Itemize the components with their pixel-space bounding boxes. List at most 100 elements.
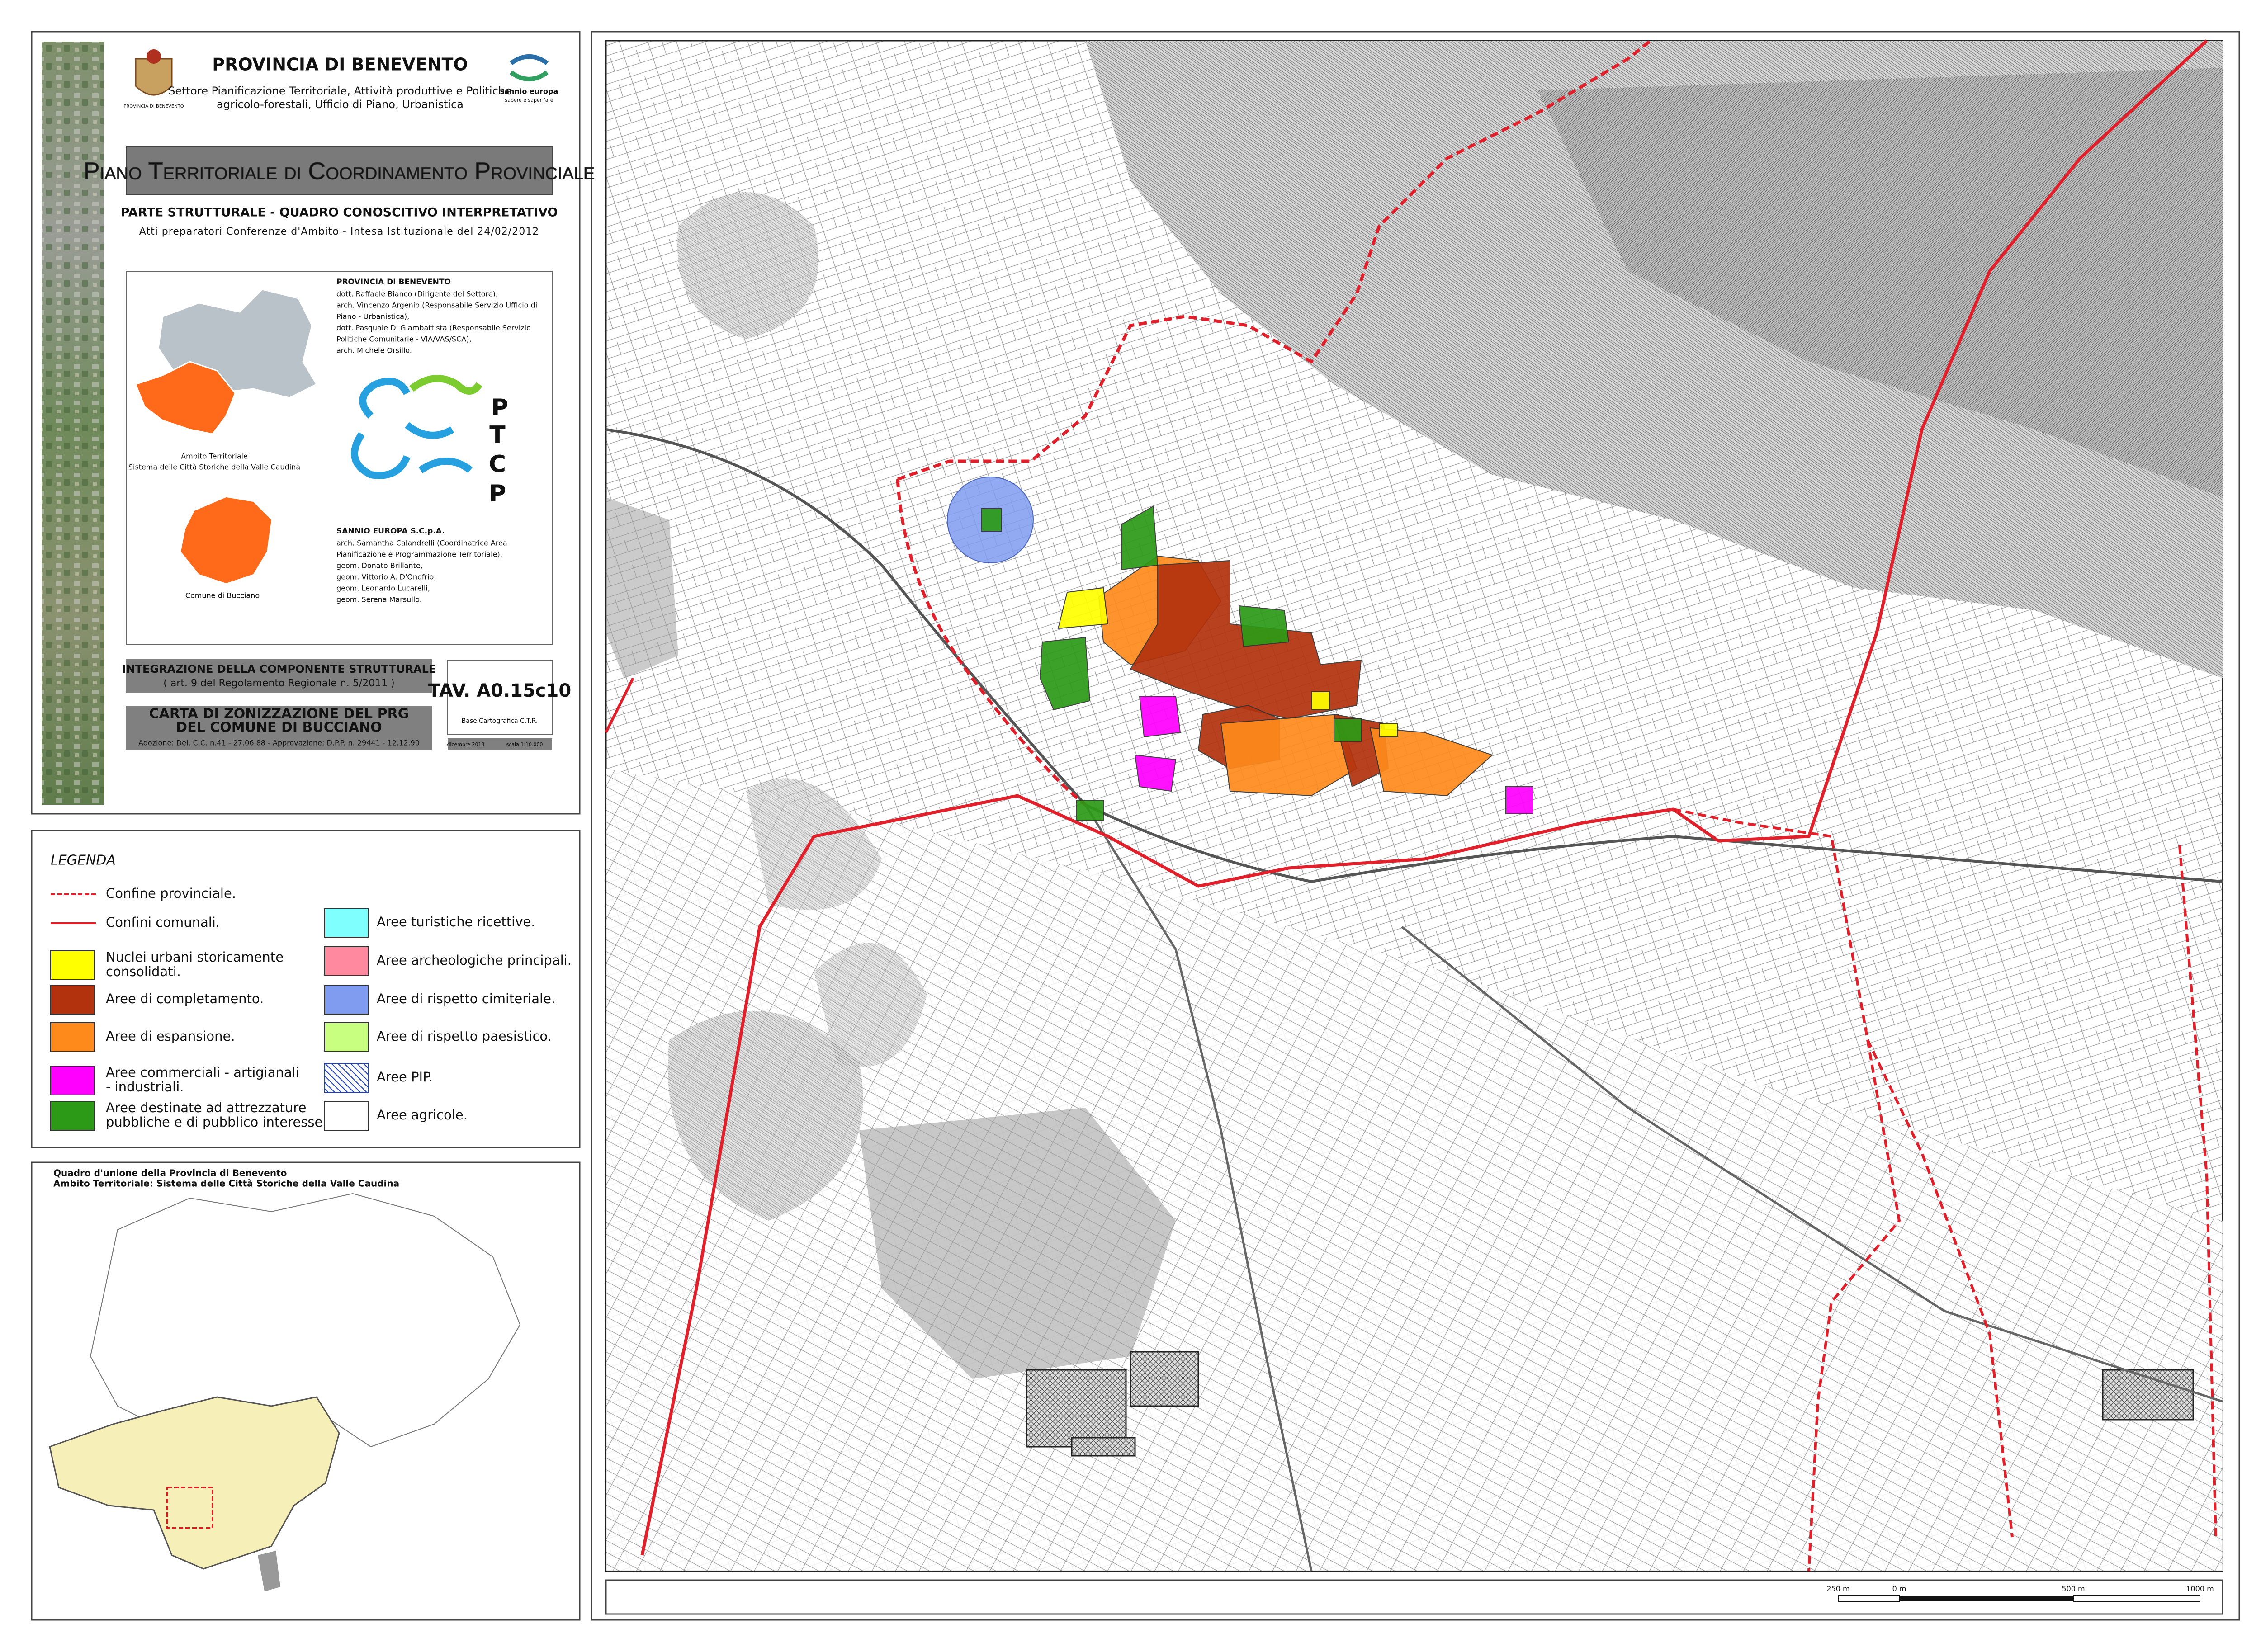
legend-label: Nuclei urbani storicamente xyxy=(106,949,284,965)
bucciano-frame xyxy=(166,1487,213,1529)
scale-label: 0 m xyxy=(1892,1585,1906,1593)
overview-title: Quadro d'unione della Provincia di Benev… xyxy=(53,1168,287,1179)
legend-swatch xyxy=(50,1022,95,1052)
map-title: CARTA DI ZONIZZAZIONE DEL PRG xyxy=(149,706,409,722)
legend-label: Aree agricole. xyxy=(377,1107,468,1123)
legend-label: Confine provinciale. xyxy=(106,886,236,901)
legend-label: pubbliche e di pubblico interesse. xyxy=(106,1114,327,1130)
legend-label: Aree di rispetto cimiteriale. xyxy=(377,991,555,1006)
zone-public xyxy=(1039,637,1091,711)
title-band xyxy=(126,146,553,195)
scale: scala 1:10.000 xyxy=(506,741,543,747)
province-outline xyxy=(90,1193,521,1448)
credits-title: SANNIO EUROPA S.C.p.A. xyxy=(336,527,445,536)
municipal-boundary xyxy=(605,677,634,733)
ambito-area xyxy=(49,1396,340,1570)
integration-note: ( art. 9 del Regolamento Regionale n. 5/… xyxy=(163,678,395,689)
legend-label: Aree turistiche ricettive. xyxy=(377,914,535,930)
ambito-shape xyxy=(135,361,236,435)
section-title: PARTE STRUTTURALE - QUADRO CONOSCITIVO I… xyxy=(121,206,558,220)
scale-bar xyxy=(1838,1595,2200,1602)
legend-panel xyxy=(31,830,581,1148)
legend-label: Aree PIP. xyxy=(377,1069,433,1085)
legend-swatch xyxy=(50,985,95,1015)
credits-line: geom. Vittorio A. D'Onofrio, xyxy=(336,573,436,581)
hill xyxy=(746,778,882,910)
zone-commercial xyxy=(1505,786,1533,814)
legend-swatch xyxy=(50,950,95,980)
credits-line: Piano - Urbanistica), xyxy=(336,312,409,321)
legend-label: Aree di completamento. xyxy=(106,991,264,1006)
credits-line: geom. Serena Marsullo. xyxy=(336,595,422,604)
town xyxy=(859,1108,1176,1379)
ambito-label: Ambito Territoriale xyxy=(181,452,248,461)
zone-expansion xyxy=(1369,727,1493,797)
credits-title: PROVINCIA DI BENEVENTO xyxy=(336,278,451,287)
integration-title: INTEGRAZIONE DELLA COMPONENTE STRUTTURAL… xyxy=(122,663,436,675)
provincial-boundary xyxy=(1673,808,1901,1572)
legend-label: Aree di rispetto paesistico. xyxy=(377,1029,552,1044)
legend-swatch xyxy=(324,1022,369,1052)
credits-line: dott. Raffaele Bianco (Dirigente del Set… xyxy=(336,290,498,298)
plan-title: Piano Territoriale di Coordinamento Prov… xyxy=(84,157,595,184)
base: Base Cartografica C.T.R. xyxy=(462,717,538,725)
road xyxy=(1084,804,1313,1572)
date-strip xyxy=(448,738,552,750)
legend-label: consolidati. xyxy=(106,964,181,979)
scale-label: 1000 m xyxy=(2186,1585,2214,1593)
legend-swatch xyxy=(324,946,369,976)
zone-historic xyxy=(1311,691,1330,710)
zone-public xyxy=(1076,800,1104,821)
legend-swatch xyxy=(50,1101,95,1131)
building xyxy=(1071,1437,1136,1457)
date: dicembre 2013 xyxy=(447,741,484,747)
zone-historic xyxy=(1057,587,1109,629)
legend-label: Aree di espansione. xyxy=(106,1029,235,1044)
zone-public xyxy=(981,508,1002,532)
legend-label: - industriali. xyxy=(106,1079,184,1095)
provincial-boundary xyxy=(2178,845,2217,1538)
legend-swatch xyxy=(324,908,369,938)
table-code: TAV. A0.15c10 xyxy=(428,680,571,701)
logo-letter: P xyxy=(491,394,508,421)
zone-public xyxy=(1334,718,1362,742)
road xyxy=(1401,926,2223,1403)
credits-line: geom. Leonardo Lucarelli, xyxy=(336,584,430,593)
zone-commercial xyxy=(1134,754,1177,792)
ptcp-logo-shape xyxy=(351,375,482,479)
partner-tagline: sapere e saper fare xyxy=(505,97,553,103)
legend-swatch xyxy=(324,1101,369,1131)
legend-title: LEGENDA xyxy=(51,853,116,868)
map xyxy=(605,39,2223,1572)
town xyxy=(606,497,678,678)
zone-historic xyxy=(1379,723,1398,737)
comune-label: Comune di Bucciano xyxy=(185,591,260,600)
aerial-photo-texture xyxy=(42,42,104,805)
provincial-boundary xyxy=(896,479,1087,806)
legend-label: Aree archeologiche principali. xyxy=(377,953,572,968)
hill xyxy=(677,192,818,339)
legend-label: Confini comunali. xyxy=(106,915,220,930)
title-box xyxy=(126,706,432,750)
zone-public xyxy=(1121,505,1159,571)
legend-swatch xyxy=(324,985,369,1015)
table-box xyxy=(447,660,553,735)
hillside-steep xyxy=(1537,68,2223,497)
organization: PROVINCIA DI BENEVENTO xyxy=(212,55,468,75)
scale-label: 250 m xyxy=(1826,1585,1849,1593)
credits-line: arch. Vincenzo Argenio (Responsabile Ser… xyxy=(336,301,537,310)
credits-line: dott. Pasquale Di Giambattista (Responsa… xyxy=(336,324,531,332)
logo-letter: C xyxy=(489,451,506,478)
zone-commercial xyxy=(1139,696,1181,738)
logo-letter: T xyxy=(489,421,506,448)
zone-expansion xyxy=(1220,713,1358,797)
legend-swatch xyxy=(50,1066,95,1095)
emblem-caption: PROVINCIA DI BENEVENTO xyxy=(123,104,184,109)
provincial-boundary xyxy=(897,39,1652,481)
map-title: DEL COMUNE DI BUCCIANO xyxy=(176,720,382,736)
credits-line: arch. Michele Orsillo. xyxy=(336,346,412,355)
provincial-boundary xyxy=(1866,1039,2014,1538)
hill xyxy=(814,943,927,1067)
municipal-boundary xyxy=(640,39,2208,1556)
